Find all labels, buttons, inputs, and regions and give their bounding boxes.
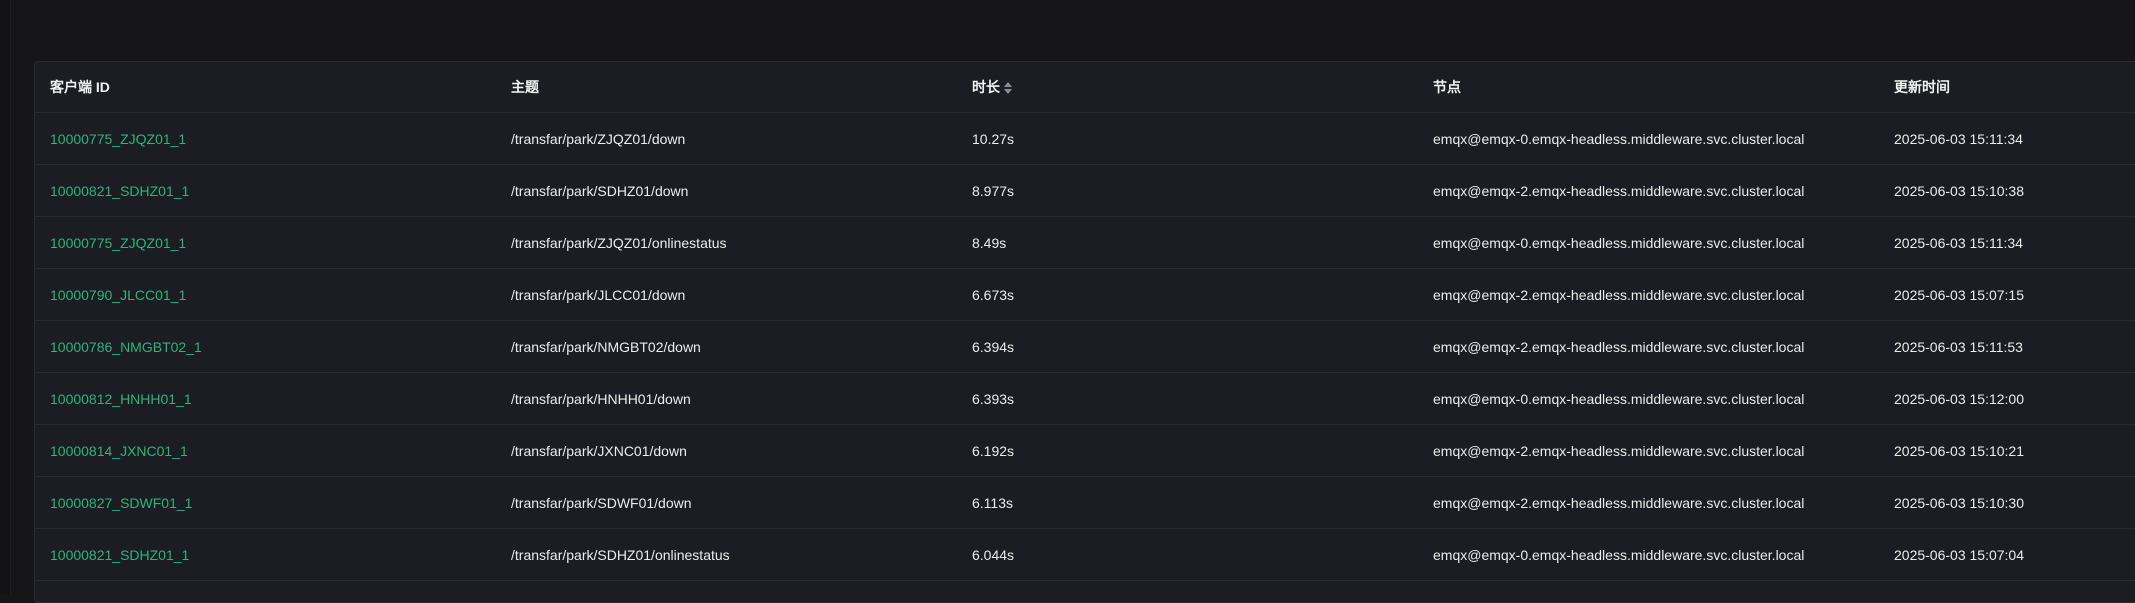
cell-topic: /transfar/park/JXNC01/down bbox=[496, 424, 957, 477]
cell-topic: /transfar/park/ZJQZ01/down bbox=[496, 112, 957, 165]
table-header: 客户端 ID 主题 时长 节点 更新时间 bbox=[35, 62, 2135, 113]
cell-topic: /transfar/park/HNHH01/down bbox=[496, 372, 957, 425]
slow-subscriptions-table-panel: 客户端 ID 主题 时长 节点 更新时间 10000775_ZJQZ01_1 /… bbox=[34, 61, 2135, 603]
cell-topic: /transfar/park/SDHZ01/down bbox=[496, 164, 957, 217]
cell-client-id: 10000786_NMGBT02_1 bbox=[35, 320, 496, 373]
cell-updated-at: 2025-06-03 15:10:38 bbox=[1879, 164, 2135, 217]
column-header-updated-at: 更新时间 bbox=[1879, 62, 2135, 113]
cell-node: emqx@emqx-2.emqx-headless.middleware.svc… bbox=[1418, 476, 1879, 529]
table-body: 10000775_ZJQZ01_1 /transfar/park/ZJQZ01/… bbox=[35, 112, 2135, 581]
cell-duration: 6.394s bbox=[957, 320, 1418, 373]
cell-topic: /transfar/park/NMGBT02/down bbox=[496, 320, 957, 373]
cell-updated-at: 2025-06-03 15:07:04 bbox=[1879, 528, 2135, 581]
client-id-link[interactable]: 10000812_HNHH01_1 bbox=[50, 390, 192, 407]
column-header-updated-at-label: 更新时间 bbox=[1894, 79, 1950, 95]
cell-client-id: 10000821_SDHZ01_1 bbox=[35, 528, 496, 581]
sort-caret-icon[interactable] bbox=[1004, 82, 1013, 95]
column-header-node-label: 节点 bbox=[1433, 79, 1461, 95]
column-header-topic-label: 主题 bbox=[511, 79, 539, 95]
cell-topic: /transfar/park/ZJQZ01/onlinestatus bbox=[496, 216, 957, 269]
client-id-link[interactable]: 10000821_SDHZ01_1 bbox=[50, 546, 190, 563]
client-id-link[interactable]: 10000775_ZJQZ01_1 bbox=[50, 130, 187, 147]
table-row: 10000812_HNHH01_1 /transfar/park/HNHH01/… bbox=[35, 372, 2135, 425]
cell-client-id: 10000775_ZJQZ01_1 bbox=[35, 112, 496, 165]
cell-updated-at: 2025-06-03 15:10:30 bbox=[1879, 476, 2135, 529]
cell-node: emqx@emqx-2.emqx-headless.middleware.svc… bbox=[1418, 268, 1879, 321]
column-header-client-id: 客户端 ID bbox=[35, 62, 496, 113]
cell-updated-at: 2025-06-03 15:07:15 bbox=[1879, 268, 2135, 321]
cell-updated-at: 2025-06-03 15:11:34 bbox=[1879, 216, 2135, 269]
cell-client-id: 10000775_ZJQZ01_1 bbox=[35, 216, 496, 269]
cell-duration: 6.673s bbox=[957, 268, 1418, 321]
cell-client-id: 10000812_HNHH01_1 bbox=[35, 372, 496, 425]
cell-duration: 6.192s bbox=[957, 424, 1418, 477]
cell-node: emqx@emqx-0.emqx-headless.middleware.svc… bbox=[1418, 112, 1879, 165]
left-rail bbox=[0, 0, 11, 594]
client-id-link[interactable]: 10000786_NMGBT02_1 bbox=[50, 338, 202, 355]
cell-client-id: 10000821_SDHZ01_1 bbox=[35, 164, 496, 217]
table-row: 10000827_SDWF01_1 /transfar/park/SDWF01/… bbox=[35, 476, 2135, 529]
cell-node: emqx@emqx-0.emqx-headless.middleware.svc… bbox=[1418, 372, 1879, 425]
cell-client-id: 10000790_JLCC01_1 bbox=[35, 268, 496, 321]
cell-node: emqx@emqx-2.emqx-headless.middleware.svc… bbox=[1418, 424, 1879, 477]
table-header-row: 客户端 ID 主题 时长 节点 更新时间 bbox=[35, 62, 2135, 113]
table-row: 10000821_SDHZ01_1 /transfar/park/SDHZ01/… bbox=[35, 164, 2135, 217]
cell-duration: 6.044s bbox=[957, 528, 1418, 581]
cell-updated-at: 2025-06-03 15:12:00 bbox=[1879, 372, 2135, 425]
slow-subscriptions-table: 客户端 ID 主题 时长 节点 更新时间 10000775_ZJQZ01_1 /… bbox=[35, 62, 2135, 581]
cell-duration: 8.977s bbox=[957, 164, 1418, 217]
cell-node: emqx@emqx-0.emqx-headless.middleware.svc… bbox=[1418, 528, 1879, 581]
column-header-duration-label: 时长 bbox=[972, 79, 1000, 95]
cell-node: emqx@emqx-2.emqx-headless.middleware.svc… bbox=[1418, 320, 1879, 373]
column-header-node: 节点 bbox=[1418, 62, 1879, 113]
column-header-client-id-label: 客户端 ID bbox=[50, 79, 110, 95]
client-id-link[interactable]: 10000790_JLCC01_1 bbox=[50, 286, 187, 303]
cell-client-id: 10000814_JXNC01_1 bbox=[35, 424, 496, 477]
cell-topic: /transfar/park/JLCC01/down bbox=[496, 268, 957, 321]
cell-node: emqx@emqx-2.emqx-headless.middleware.svc… bbox=[1418, 164, 1879, 217]
table-row: 10000786_NMGBT02_1 /transfar/park/NMGBT0… bbox=[35, 320, 2135, 373]
cell-duration: 6.113s bbox=[957, 476, 1418, 529]
cell-topic: /transfar/park/SDWF01/down bbox=[496, 476, 957, 529]
table-row: 10000814_JXNC01_1 /transfar/park/JXNC01/… bbox=[35, 424, 2135, 477]
cell-duration: 6.393s bbox=[957, 372, 1418, 425]
column-header-topic: 主题 bbox=[496, 62, 957, 113]
cell-node: emqx@emqx-0.emqx-headless.middleware.svc… bbox=[1418, 216, 1879, 269]
cell-updated-at: 2025-06-03 15:10:21 bbox=[1879, 424, 2135, 477]
table-row: 10000775_ZJQZ01_1 /transfar/park/ZJQZ01/… bbox=[35, 216, 2135, 269]
client-id-link[interactable]: 10000775_ZJQZ01_1 bbox=[50, 234, 187, 251]
cell-topic: /transfar/park/SDHZ01/onlinestatus bbox=[496, 528, 957, 581]
cell-client-id: 10000827_SDWF01_1 bbox=[35, 476, 496, 529]
client-id-link[interactable]: 10000821_SDHZ01_1 bbox=[50, 182, 190, 199]
table-row: 10000790_JLCC01_1 /transfar/park/JLCC01/… bbox=[35, 268, 2135, 321]
cell-duration: 8.49s bbox=[957, 216, 1418, 269]
table-row: 10000775_ZJQZ01_1 /transfar/park/ZJQZ01/… bbox=[35, 112, 2135, 165]
cell-updated-at: 2025-06-03 15:11:53 bbox=[1879, 320, 2135, 373]
cell-updated-at: 2025-06-03 15:11:34 bbox=[1879, 112, 2135, 165]
client-id-link[interactable]: 10000827_SDWF01_1 bbox=[50, 494, 193, 511]
client-id-link[interactable]: 10000814_JXNC01_1 bbox=[50, 442, 188, 459]
column-header-duration[interactable]: 时长 bbox=[957, 62, 1418, 113]
cell-duration: 10.27s bbox=[957, 112, 1418, 165]
table-row: 10000821_SDHZ01_1 /transfar/park/SDHZ01/… bbox=[35, 528, 2135, 581]
